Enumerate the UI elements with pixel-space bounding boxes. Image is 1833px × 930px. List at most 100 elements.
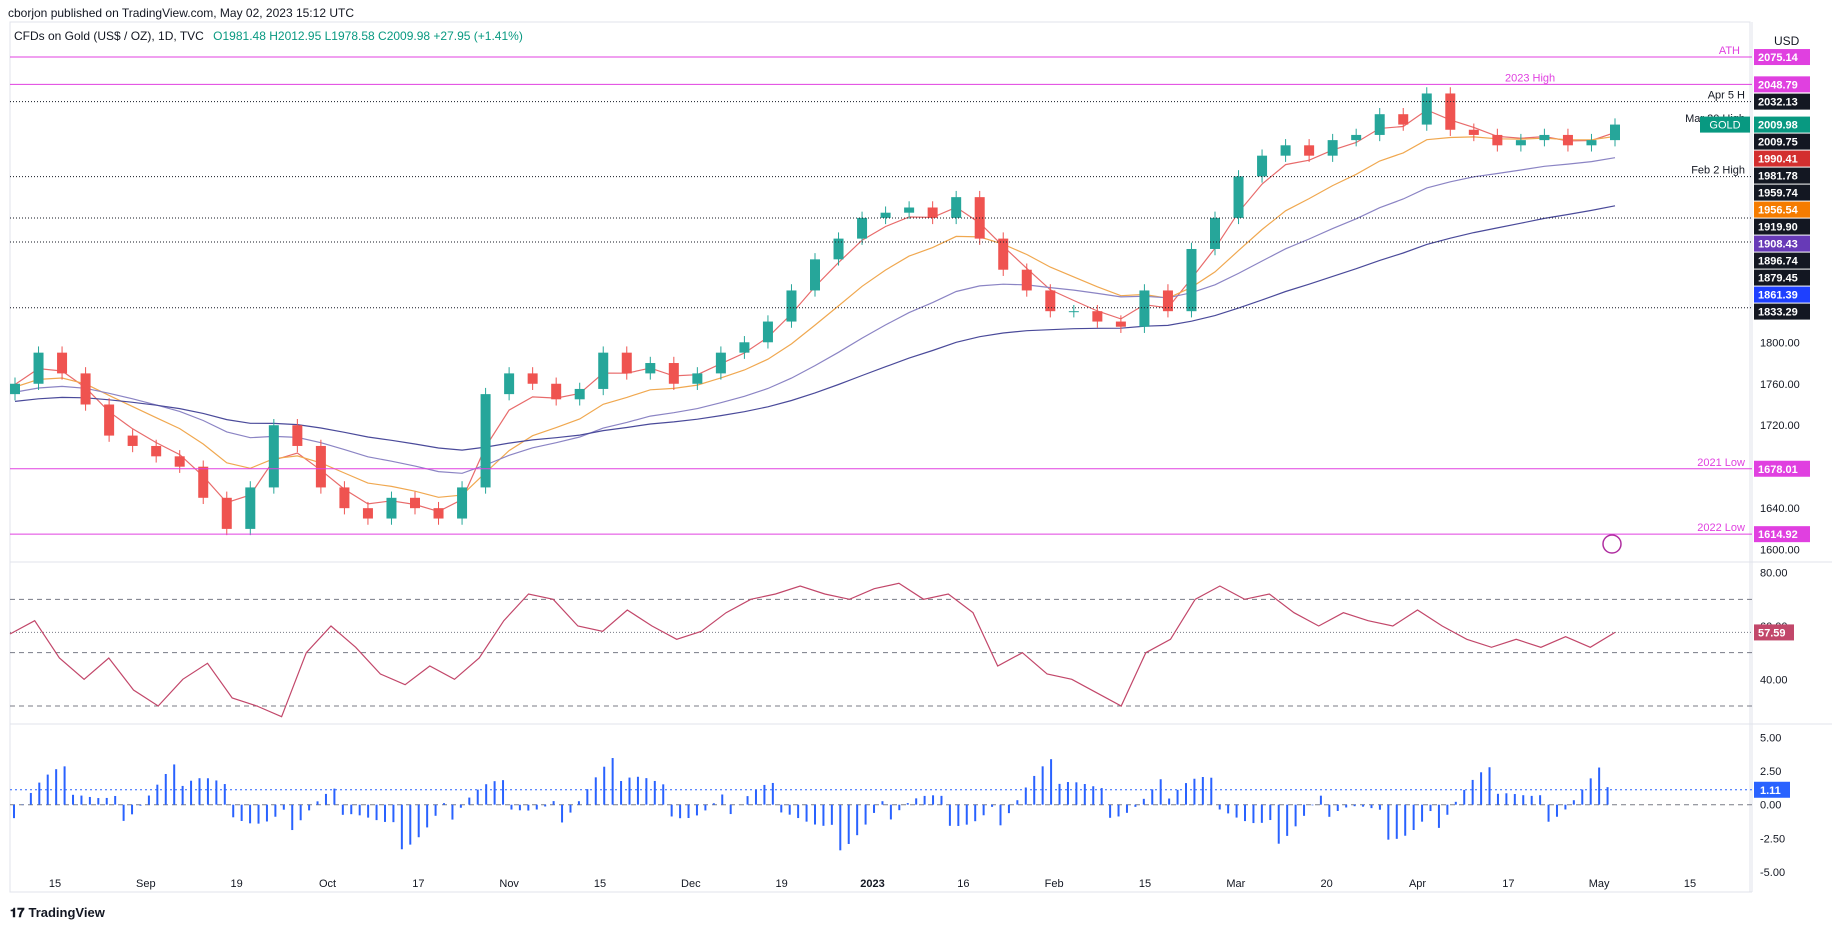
time-axis-label: 15 [49,878,61,890]
candle-body [1257,155,1268,177]
price-tag [1754,303,1810,320]
candle-body [315,445,326,488]
candle-body [598,352,609,389]
candle-body [739,342,750,353]
candle-body [198,466,209,498]
candle-body [551,383,562,400]
candle-body [668,363,679,384]
candle-body [480,394,491,488]
time-axis-label: Oct [319,878,336,890]
price-tag [1754,269,1810,286]
price-tag [1754,526,1810,543]
time-axis-label: 15 [1139,878,1151,890]
price-tag-label: 2009.98 [1758,120,1798,132]
price-tag [1754,252,1810,269]
candle-body [951,197,962,218]
price-tag [1754,150,1810,167]
price-tag [1754,201,1810,218]
candle-body [33,352,44,384]
candle-body [1280,145,1291,156]
candle-body [1139,290,1150,327]
price-tag-label: 1981.78 [1758,171,1798,183]
rsi-line [9,582,1616,718]
candle-body [833,238,844,260]
hist-axis-tick: -2.50 [1760,833,1785,845]
price-tag [1754,184,1810,201]
ema100-line [14,157,1616,474]
price-axis-tick: 1800.00 [1760,337,1800,349]
candle-body [1045,290,1056,312]
time-axis-label: Sep [136,878,156,890]
candle-body [1115,321,1126,327]
candle-body [1327,140,1338,156]
candle-body [927,207,938,218]
ema50-line [14,135,1616,498]
candle-body [1445,93,1456,130]
price-tag-label: 1678.01 [1758,464,1798,476]
candle-body [998,238,1009,270]
candle-body [692,373,703,384]
candle-body [857,217,868,239]
hist-value-label: 1.11 [1760,785,1781,797]
price-tag-label: 1879.45 [1758,273,1798,285]
candle-body [1092,311,1103,322]
candle-body [292,425,303,446]
price-tag [1754,460,1810,477]
candle-body [904,207,915,213]
candle-body [80,373,91,405]
candle-body [10,383,20,395]
level-annotation: 2021 Low [1697,457,1745,469]
price-tag [1754,167,1810,184]
rsi-axis-tick: 40.00 [1760,674,1788,686]
publish-info: cborjon published on TradingView.com, Ma… [8,6,354,20]
currency-label: USD [1774,34,1800,48]
candle-body [1162,290,1173,312]
hist-value-tag [1754,781,1790,798]
time-axis-label: 15 [1684,878,1696,890]
level-annotation: Feb 2 High [1691,165,1745,177]
hist-axis-tick: -5.00 [1760,867,1785,879]
candle-body [527,373,538,384]
symbol-tag [1700,116,1750,133]
price-tag [1754,235,1810,252]
price-tag [1754,76,1810,93]
price-tag-label: 1833.29 [1758,307,1798,319]
price-tag-label: 2048.79 [1758,79,1798,91]
candle-body [457,487,468,519]
candle-body [386,497,397,519]
ohlc-change: +27.95 (+1.41%) [433,29,523,43]
price-tag [1754,93,1810,110]
price-tag-label: 2009.75 [1758,137,1798,149]
price-tag-label: 1956.54 [1758,205,1799,217]
candle-body [621,352,632,374]
tradingview-logo: 𝟏𝟕 TradingView [10,905,105,921]
candle-body [1539,134,1550,141]
candle-body [127,435,138,446]
hist-axis-tick: 2.50 [1760,766,1781,778]
rsi-axis-tick: 80.00 [1760,568,1788,580]
candle-body [1492,134,1503,146]
candle-body [57,352,68,374]
price-tag-label: 1908.43 [1758,239,1798,251]
price-axis-tick: 1640.00 [1760,503,1800,515]
time-axis-label: Apr [1409,878,1426,890]
time-axis-label: 15 [594,878,606,890]
price-tag-label: 1896.74 [1758,256,1799,268]
candle-body [221,497,232,529]
time-axis-label: 17 [1502,878,1514,890]
price-tag [1754,116,1810,133]
time-axis-label: 19 [231,878,243,890]
level-annotation: 2022 Low [1697,522,1745,534]
candle-body [362,508,373,519]
ohlc-close: C2009.98 [378,29,431,43]
time-axis-label: Feb [1045,878,1064,890]
candle-body [245,487,256,529]
time-axis-label: May [1589,878,1610,890]
time-axis-label: 16 [957,878,969,890]
time-axis-label: 2023 [860,878,884,890]
candle-body [715,352,726,374]
price-tag [1754,49,1810,66]
symbol-legend: CFDs on Gold (US$ / OZ), 1D, TVC O1981.4… [14,29,523,43]
rsi-value-label: 57.59 [1758,627,1786,639]
